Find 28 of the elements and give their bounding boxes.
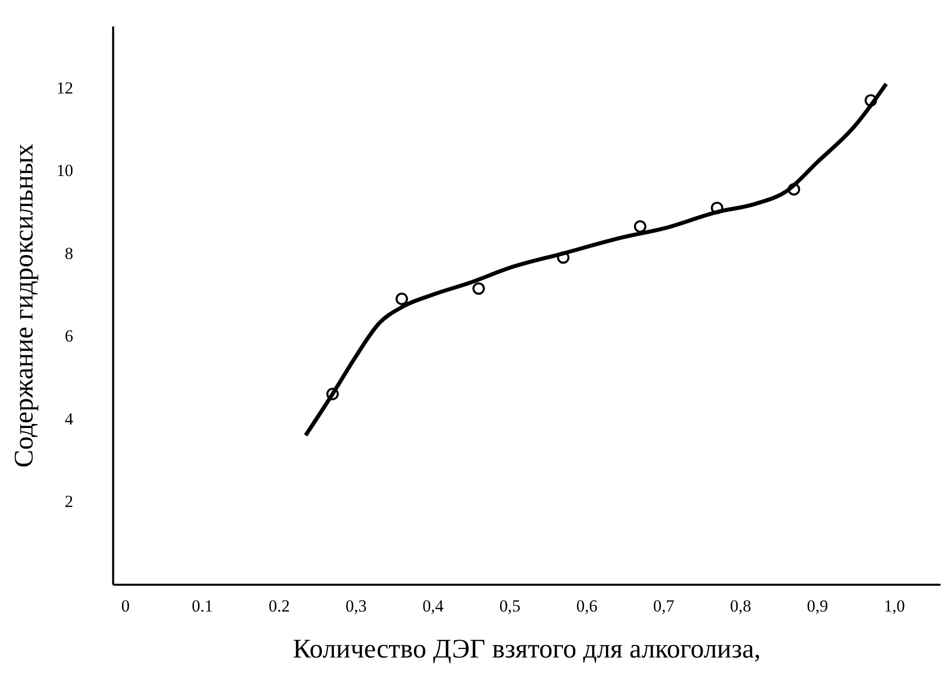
- x-tick-label: 0,6: [576, 596, 598, 616]
- point: [634, 220, 646, 233]
- x-tick-label: 0.2: [268, 596, 290, 616]
- point: [710, 202, 724, 214]
- y-tick-label: 8: [64, 244, 74, 263]
- y-axis-title: Содержание гидроксильных: [8, 143, 38, 468]
- point: [472, 282, 485, 295]
- y-tick-label: 10: [56, 161, 74, 180]
- x-tick-label: 0,8: [730, 596, 752, 616]
- point: [788, 183, 800, 196]
- x-tick-label: 0,3: [346, 596, 367, 616]
- x-tick-label: 0,9: [806, 596, 828, 616]
- x-tick-label: 0,4: [422, 596, 444, 616]
- y-tick-label: 6: [64, 326, 74, 346]
- point: [396, 292, 408, 306]
- point: [864, 94, 878, 107]
- x-tick-label: 0: [121, 596, 130, 616]
- line-series: [304, 82, 888, 438]
- point: [326, 388, 339, 400]
- x-tick-label: 0.1: [192, 596, 213, 616]
- x-tick-label: 0,5: [499, 596, 521, 616]
- y-tick-label: 4: [64, 409, 74, 428]
- y-tick-label: 12: [56, 78, 74, 98]
- y-tick-label: 2: [64, 492, 74, 511]
- point: [557, 251, 570, 264]
- x-tick-label: 1,0: [884, 596, 905, 616]
- x-axis-title: Количество ДЭГ взятого для алкоголиза,: [292, 633, 761, 664]
- x-tick-label: 0,7: [653, 596, 674, 616]
